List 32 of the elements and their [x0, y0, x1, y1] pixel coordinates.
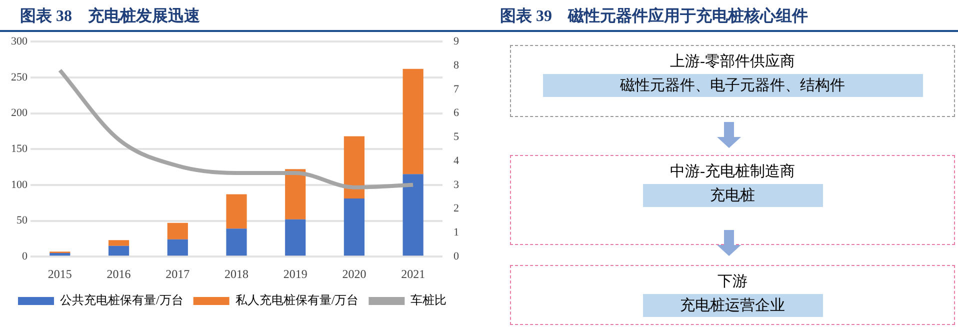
y2-tick-label: 1	[454, 226, 459, 239]
y-tick-label: 100	[11, 178, 28, 191]
y2-tick-label: 2	[454, 202, 459, 215]
legend-label: 公共充电桩保有量/万台	[60, 293, 184, 308]
x-tick-label: 2017	[166, 266, 190, 281]
x-tick-label: 2015	[48, 266, 72, 281]
x-tick-label: 2019	[283, 266, 308, 281]
y2-tick-label: 5	[454, 131, 460, 144]
x-tick-label: 2021	[401, 266, 426, 281]
y2-tick-label: 7	[454, 83, 460, 96]
dashed-box-outline: 下游 充电桩运营企业	[510, 265, 955, 325]
y-tick-label: 300	[11, 35, 28, 48]
legend-label: 私人充电桩保有量/万台	[235, 293, 359, 308]
x-tick-label: 2016	[106, 266, 131, 281]
y-tick-label: 0	[22, 250, 28, 262]
x-tick-label: 2020	[342, 266, 366, 281]
y-tick-label: 250	[11, 71, 28, 84]
text: 图表 39 磁性元器件应用于充电桩核心组件	[480, 0, 958, 32]
y2-tick-label: 9	[454, 35, 460, 48]
chart-title: 图表 38 充电桩发展迅速	[0, 0, 480, 32]
y-tick-label: 200	[11, 107, 28, 120]
y-tick-label: 50	[16, 214, 28, 227]
y-tick-label: 150	[11, 142, 28, 155]
y2-tick-label: 3	[454, 178, 460, 191]
dashed-box-outline: 上游-零部件供应商 磁性元器件、电子元器件、结构件	[510, 45, 955, 117]
legend-label: 车桩比	[410, 293, 447, 308]
dashed-box-outline: 中游-充电桩制造商 充电桩	[510, 155, 955, 245]
x-tick-label: 2018	[224, 266, 248, 281]
y2-tick-label: 8	[454, 59, 460, 72]
y2-tick-label: 4	[454, 154, 460, 167]
y2-tick-label: 0	[454, 250, 460, 262]
y2-tick-label: 6	[454, 107, 460, 120]
